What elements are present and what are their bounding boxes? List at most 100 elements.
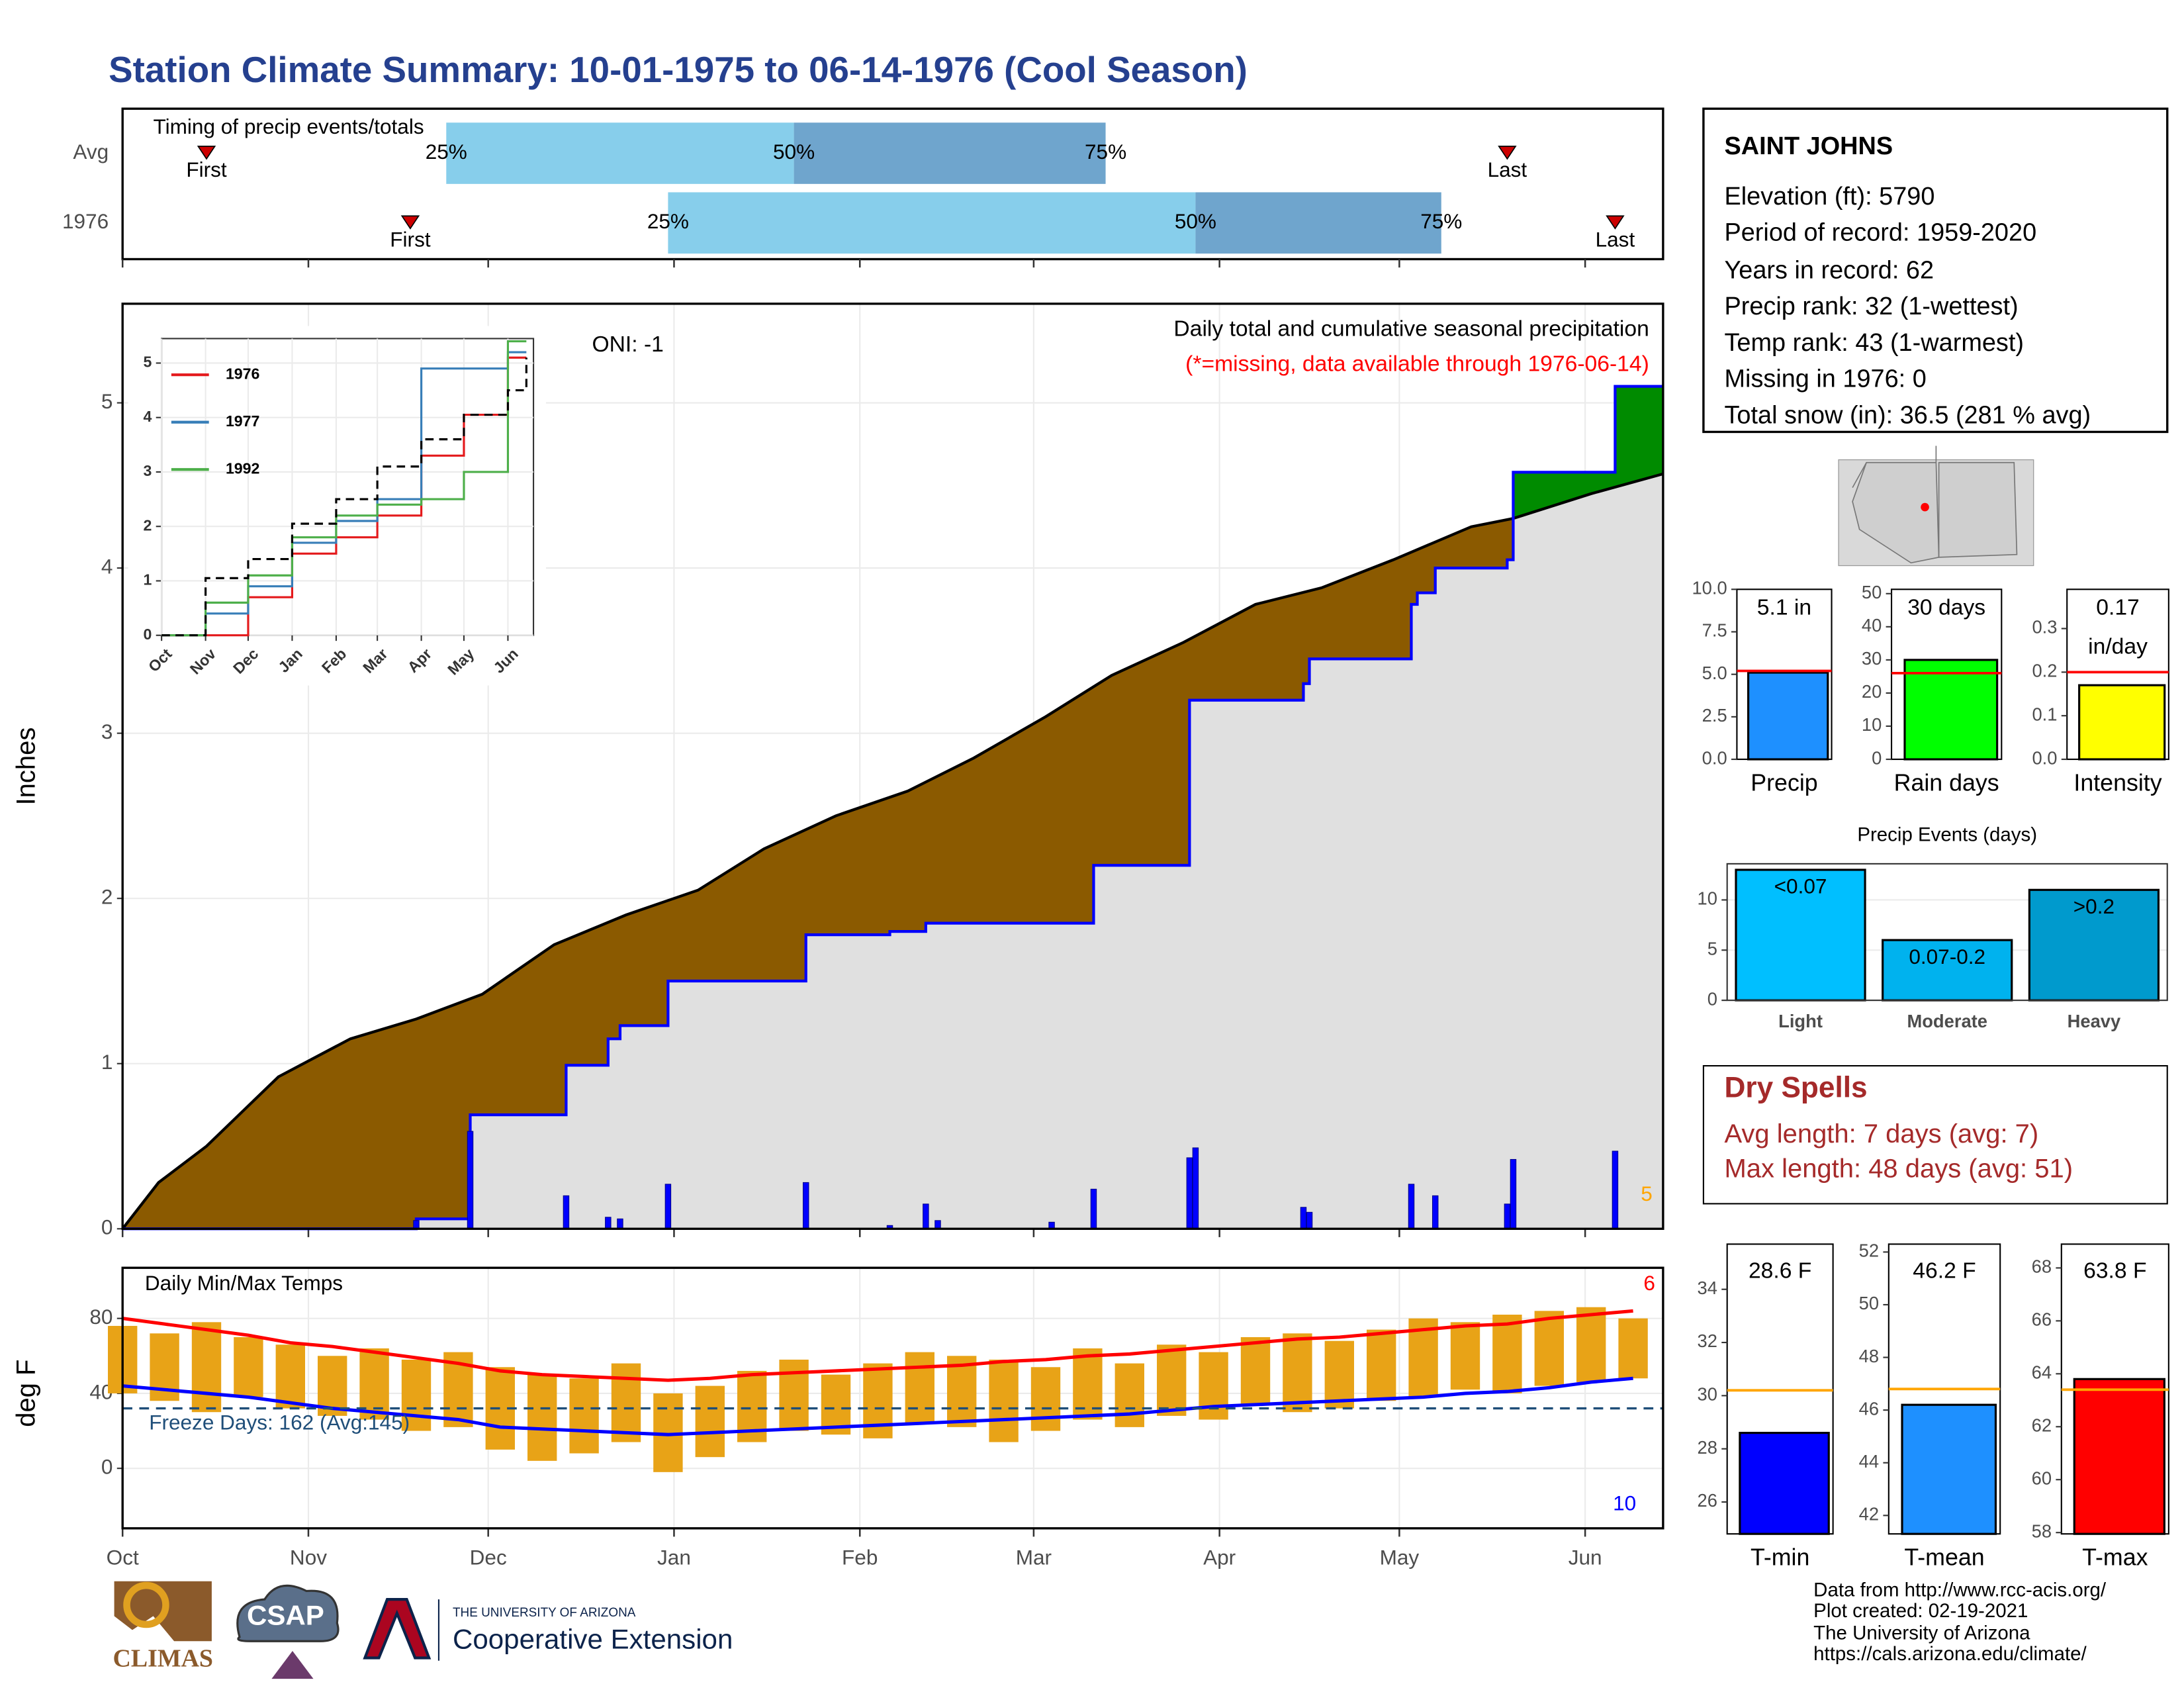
y-tick-label: 48: [1859, 1346, 1879, 1366]
event-marker: [197, 146, 216, 160]
temp-range-bar: [1367, 1329, 1396, 1401]
timing-bar: [1195, 192, 1441, 254]
footer-line: Data from http://www.rcc-acis.org/: [1813, 1579, 2107, 1601]
value-label: 0.17: [2096, 596, 2140, 620]
y-tick-label: 0: [144, 626, 152, 643]
y-tick-label: 26: [1698, 1490, 1717, 1511]
y-tick-label: 58: [2032, 1521, 2052, 1541]
y-tick-label: 4: [144, 408, 152, 425]
bar: [1747, 671, 1829, 761]
x-tick-label: Nov: [290, 1545, 327, 1569]
average-temp-line: [122, 1376, 1633, 1436]
value-label: 28.6 F: [1749, 1258, 1811, 1283]
unit-label: in/day: [2088, 635, 2148, 659]
average-temp-line: [122, 1309, 1633, 1382]
bar: [2073, 1378, 2165, 1535]
bar: [1903, 659, 1999, 761]
footer-line: Plot created: 02-19-2021: [1813, 1600, 2028, 1622]
y-tick-label: 64: [2032, 1362, 2052, 1383]
logos: CLIMAS CSAP THE UNIVERSITY OF ARIZONA Co…: [113, 1581, 733, 1679]
y-tick-label: 10.0: [1692, 577, 1727, 598]
footer-line: The University of Arizona: [1813, 1622, 2030, 1644]
y-tick-label: 3: [144, 462, 152, 479]
temp-range-bar: [569, 1378, 599, 1454]
temp-range-bar: [1115, 1363, 1144, 1427]
bar: [1739, 1432, 1830, 1535]
observed-line: [122, 385, 1663, 1231]
daily-bar: [664, 1184, 672, 1229]
temp-range-bar: [1199, 1352, 1228, 1420]
x-tick-label: Light: [1778, 1011, 1823, 1031]
y-tick-label: 10: [1698, 888, 1717, 909]
temp-range-bar: [1283, 1333, 1312, 1413]
annotation: Freeze Days: 162 (Avg:145): [149, 1410, 410, 1434]
daily-bar: [1300, 1207, 1307, 1229]
temp-range-bar: [527, 1374, 557, 1461]
climas-sun: [123, 1581, 169, 1628]
daily-bar: [934, 1220, 941, 1229]
x-tick-label: Jan: [657, 1545, 691, 1569]
event-marker: [400, 215, 420, 230]
station-box: [1702, 107, 2169, 434]
y-tick-label: 52: [1859, 1241, 1879, 1261]
value-label: 5.1 in: [1757, 596, 1811, 620]
row-label: 1976: [62, 209, 109, 233]
y-tick-label: 40: [1862, 615, 1882, 635]
temp-range-bar: [779, 1359, 809, 1431]
category-label: Intensity: [2073, 769, 2161, 796]
y-tick-label: 1: [101, 1050, 113, 1074]
y-tick-label: 50: [1862, 582, 1882, 602]
panel: [1726, 863, 2168, 1002]
x-tick-label: Jun: [1569, 1545, 1602, 1569]
temp-range-bar: [1324, 1340, 1354, 1409]
daily-bar: [802, 1182, 809, 1229]
panel: [121, 303, 1664, 1230]
annotation: 5: [1641, 1182, 1653, 1205]
y-tick-label: 80: [89, 1305, 113, 1329]
x-tick-label: Oct: [107, 1545, 139, 1569]
y-tick-label: 30: [1698, 1384, 1717, 1405]
temp-range-bar: [695, 1385, 725, 1458]
bar: [2028, 888, 2160, 1002]
station-name: SAINT JOHNS: [1724, 132, 1893, 160]
y-tick-label: 5.0: [1702, 663, 1727, 683]
y-tick-label: 50: [1859, 1293, 1879, 1313]
y-tick-label: 60: [2032, 1468, 2052, 1488]
y-tick-label: 0.0: [1702, 747, 1727, 768]
y-tick-label: 3: [101, 720, 113, 743]
temp-range-bar: [989, 1359, 1019, 1442]
station-line: Years in record: 62: [1724, 256, 1934, 284]
x-tick-label: Apr: [1203, 1545, 1236, 1569]
y-tick-label: 44: [1859, 1451, 1879, 1472]
y-tick-label: 2: [101, 885, 113, 909]
timing-bar: [668, 192, 1196, 254]
daily-bar: [1192, 1147, 1199, 1229]
y-tick-label: 0: [1872, 747, 1882, 768]
y-tick-label: 0: [1707, 988, 1717, 1009]
station-dot: [1921, 502, 1929, 512]
event-label: First: [390, 227, 431, 251]
daily-bar: [563, 1195, 570, 1229]
percent-label: 25%: [647, 209, 689, 233]
y-tick-label: 7.5: [1702, 620, 1727, 641]
y-tick-label: 0: [101, 1455, 113, 1479]
category-label: Precip: [1751, 769, 1817, 796]
station-line: Temp rank: 43 (1-warmest): [1724, 329, 2024, 357]
daily-bar: [923, 1203, 929, 1229]
daily-bar: [617, 1218, 623, 1229]
x-tick-label: Dec: [470, 1545, 507, 1569]
value-label: 30 days: [1907, 596, 1985, 620]
x-tick-label: Moderate: [1907, 1011, 1987, 1031]
series-line: [161, 340, 527, 637]
y-tick-label: 32: [1698, 1331, 1717, 1351]
station-line: Period of record: 1959-2020: [1724, 219, 2036, 247]
temp-range-bar: [821, 1374, 851, 1435]
category-label: T-min: [1751, 1544, 1809, 1571]
temp-range-bar: [1492, 1315, 1522, 1393]
panel-title: Timing of precip events/totals: [154, 115, 424, 138]
temp-range-bar: [947, 1356, 977, 1427]
y-tick-label: 0.3: [2032, 617, 2057, 637]
locator-map: [1838, 445, 2034, 567]
percent-label: 50%: [1175, 209, 1216, 233]
